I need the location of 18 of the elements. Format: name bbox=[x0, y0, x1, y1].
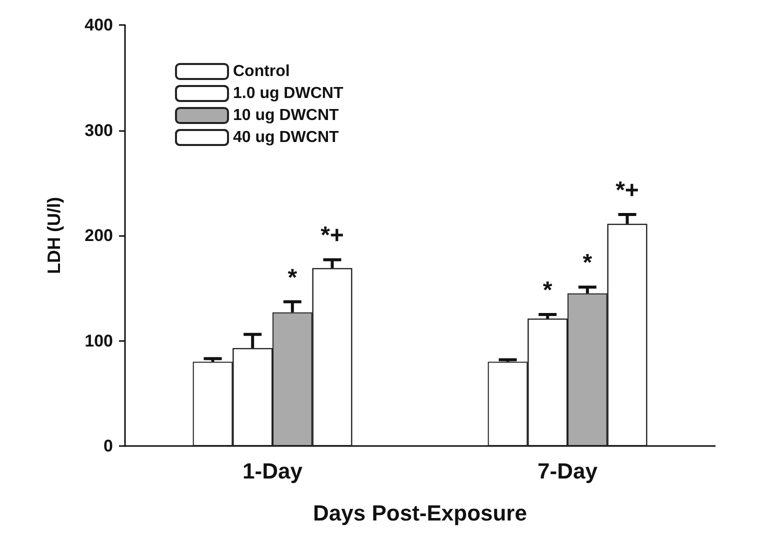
data-label: *+ bbox=[320, 222, 344, 250]
data-label: * bbox=[288, 264, 298, 292]
legend-label: 40 ug DWCNT bbox=[233, 129, 339, 146]
data-label: * bbox=[542, 276, 553, 304]
y-tick-label: 100 bbox=[84, 331, 113, 350]
legend-label: 10 ug DWCNT bbox=[233, 107, 339, 124]
legend-label: Control bbox=[233, 63, 290, 80]
y-tick-label: 0 bbox=[104, 436, 113, 456]
data-label: * bbox=[582, 250, 593, 277]
x-axis-title: Days Post-Exposure bbox=[313, 500, 527, 526]
x-tick-label: 7-Day bbox=[538, 458, 598, 484]
y-axis-title: LDH (U/l) bbox=[44, 197, 64, 274]
data-label: *+ bbox=[616, 176, 639, 204]
y-tick-label: 300 bbox=[84, 120, 113, 140]
x-tick-label: 1-Day bbox=[242, 458, 304, 484]
y-tick-label: 400 bbox=[84, 16, 113, 34]
y-tick-label: 200 bbox=[84, 226, 113, 245]
legend-label: 1.0 ug DWCNT bbox=[233, 85, 344, 102]
